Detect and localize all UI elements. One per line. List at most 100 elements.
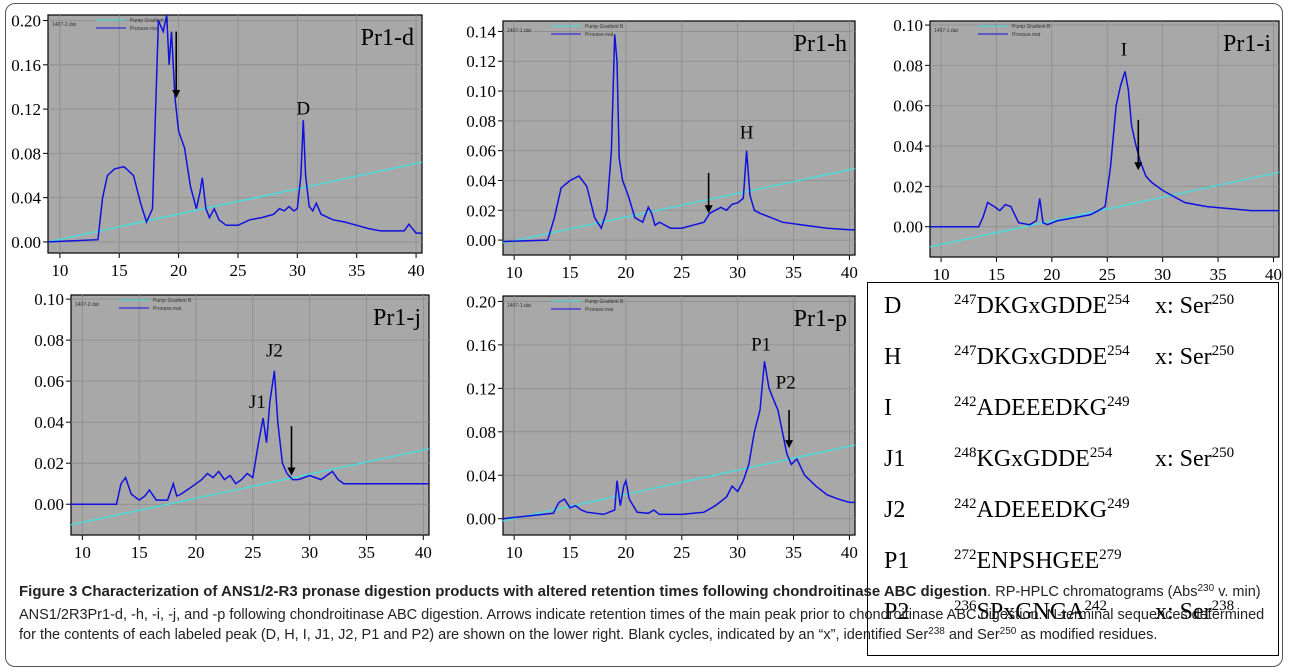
y-tick-label: 0.04: [893, 137, 923, 156]
sequence-peak-id: I: [884, 395, 892, 421]
legend-trace-label: Pronase.mat: [130, 26, 159, 32]
sequence-residues: DKGxGDDE: [976, 344, 1108, 370]
chromatogram-trace: [71, 370, 429, 505]
y-tick-label: 0.10: [466, 82, 496, 101]
chart-panel-Pr1-j: 10 15 20 25 30 35 40 0.00 0.02 0.04 0.06 0.08 0.10 Pu…: [34, 290, 432, 562]
chart-panel-Pr1-d: 10 15 20 25 30 35 40 0.00 0.04 0.08 0.12 0.16 0.20 Pu…: [11, 12, 424, 280]
peak-label: H: [740, 123, 754, 144]
chart-panel-Pr1-h: 10 15 20 25 30 35 40 0.00 0.02 0.04 0.06 0.08 0.10 0.…: [466, 20, 858, 282]
plot-area: [929, 20, 1280, 258]
plot-area: [502, 295, 856, 536]
modification-residue: 250: [1211, 445, 1235, 461]
sequence-residues: ADEEEDKG: [976, 497, 1108, 523]
instrument-legend: Pump Gradient B Pronase.mat 1407-2.dat: [52, 18, 169, 32]
sequence-residues: SPxGNGA: [976, 599, 1085, 625]
y-tick-label: 0.02: [893, 177, 923, 196]
y-tick-label: 0.06: [34, 372, 64, 391]
sequence-row: P2 236SPxGNGA242 x: Ser238: [868, 598, 1278, 639]
gradient-line: [47, 161, 423, 243]
x-tick-label: 15: [988, 265, 1005, 284]
y-tick-label: 0.00: [466, 510, 496, 529]
modification-text: x: Ser: [1155, 599, 1212, 625]
sequence-text: 247DKGxGDDE254: [954, 292, 1130, 320]
x-tick-label: 15: [562, 263, 579, 282]
legend-gradient-label: Pump Gradient B: [130, 18, 169, 24]
sequence-row: P1 272ENPSHGEE279: [868, 547, 1278, 588]
retention-arrow-head: [1134, 162, 1143, 171]
sequence-start-residue: 242: [954, 394, 977, 410]
instrument-legend: Pump Gradient B Pronase.mat 1407-1.dat: [934, 24, 1051, 38]
modification-residue: 250: [1211, 343, 1235, 359]
x-tick-label: 40: [841, 543, 858, 562]
x-tick-label: 35: [785, 263, 802, 282]
sequence-row: J1 248KGxGDDE254 x: Ser250: [868, 445, 1278, 486]
y-tick-label: 0.14: [466, 22, 496, 41]
modification-residue: 238: [1211, 598, 1235, 614]
panel-label: Pr1-j: [373, 305, 421, 331]
gradient-line: [502, 444, 856, 522]
sequence-row: D 247DKGxGDDE254 x: Ser250: [868, 292, 1278, 333]
panel-label: Pr1-p: [794, 306, 847, 332]
sequence-end-residue: 254: [1107, 292, 1130, 308]
y-tick-label: 0.16: [11, 56, 41, 75]
x-tick-label: 35: [1210, 265, 1227, 284]
y-tick-label: 0.20: [466, 292, 496, 311]
peak-label: P1: [751, 334, 771, 355]
x-tick-label: 25: [244, 543, 261, 562]
panel-label: Pr1-h: [794, 31, 847, 57]
sequence-row: H 247DKGxGDDE254 x: Ser250: [868, 343, 1278, 384]
y-tick-label: 0.12: [11, 100, 41, 119]
caption-sup-250: 250: [999, 626, 1017, 637]
instrument-legend: Pump Gradient B Pronase.mat 1407-2.dat: [75, 298, 192, 312]
x-tick-label: 30: [1154, 265, 1171, 284]
gradient-line: [70, 448, 430, 526]
sequence-peak-id: H: [884, 344, 902, 370]
retention-arrow-head: [287, 467, 296, 476]
peak-label: P2: [776, 372, 796, 393]
sequence-residues: ENPSHGEE: [976, 548, 1100, 574]
x-tick-label: 40: [841, 263, 858, 282]
retention-arrow-head: [785, 440, 794, 449]
caption-title: Figure 3 Characterization of ANS1/2-R3 p…: [19, 583, 988, 600]
x-tick-label: 40: [415, 543, 432, 562]
x-tick-label: 25: [673, 263, 690, 282]
caption-sup-238: 238: [928, 626, 945, 637]
sequence-row: J2 242ADEEEDKG249: [868, 496, 1278, 537]
sequence-start-residue: 272: [954, 547, 977, 563]
x-tick-label: 10: [506, 263, 523, 282]
x-tick-label: 10: [74, 543, 91, 562]
x-tick-label: 35: [785, 543, 802, 562]
sequence-start-residue: 242: [954, 496, 977, 512]
x-tick-label: 30: [729, 543, 746, 562]
y-tick-label: 0.02: [34, 454, 64, 473]
y-tick-label: 0.12: [466, 379, 496, 398]
chromatogram-trace: [502, 34, 855, 243]
retention-arrow-head: [172, 90, 181, 99]
caption-sup-230: 230: [1197, 583, 1215, 594]
y-tick-label: 0.10: [34, 290, 64, 309]
sequence-modification: x: Ser238: [1155, 598, 1235, 626]
gradient-line: [502, 167, 856, 244]
sequence-text: 248KGxGDDE254: [954, 445, 1112, 473]
legend-file-label: 1407-1.dat: [507, 28, 532, 34]
legend-file-label: 1407-2.dat: [75, 302, 100, 308]
x-tick-label: 20: [617, 263, 634, 282]
y-tick-label: 0.08: [34, 331, 64, 350]
y-tick-label: 0.08: [466, 423, 496, 442]
plot-area: [70, 294, 430, 536]
instrument-legend: Pump Gradient B Pronase.mat 1407-1.dat: [507, 24, 624, 38]
x-tick-label: 25: [673, 543, 690, 562]
legend-file-label: 1407-1.dat: [934, 28, 959, 34]
caption-text-4: as modified residues.: [1016, 627, 1158, 643]
sequence-end-residue: 249: [1107, 496, 1130, 512]
legend-gradient-label: Pump Gradient B: [585, 24, 624, 30]
x-tick-label: 25: [229, 261, 246, 280]
x-tick-label: 15: [111, 261, 128, 280]
x-tick-label: 20: [188, 543, 205, 562]
peak-label: J2: [266, 341, 283, 362]
plot-area: [47, 14, 423, 254]
caption-text-2: v. min) ANS1/2R3Pr1-d, -h, -i, -j, and -…: [19, 584, 1265, 643]
x-tick-label: 40: [1265, 265, 1282, 284]
x-tick-label: 30: [729, 263, 746, 282]
plot-area: [502, 20, 856, 256]
